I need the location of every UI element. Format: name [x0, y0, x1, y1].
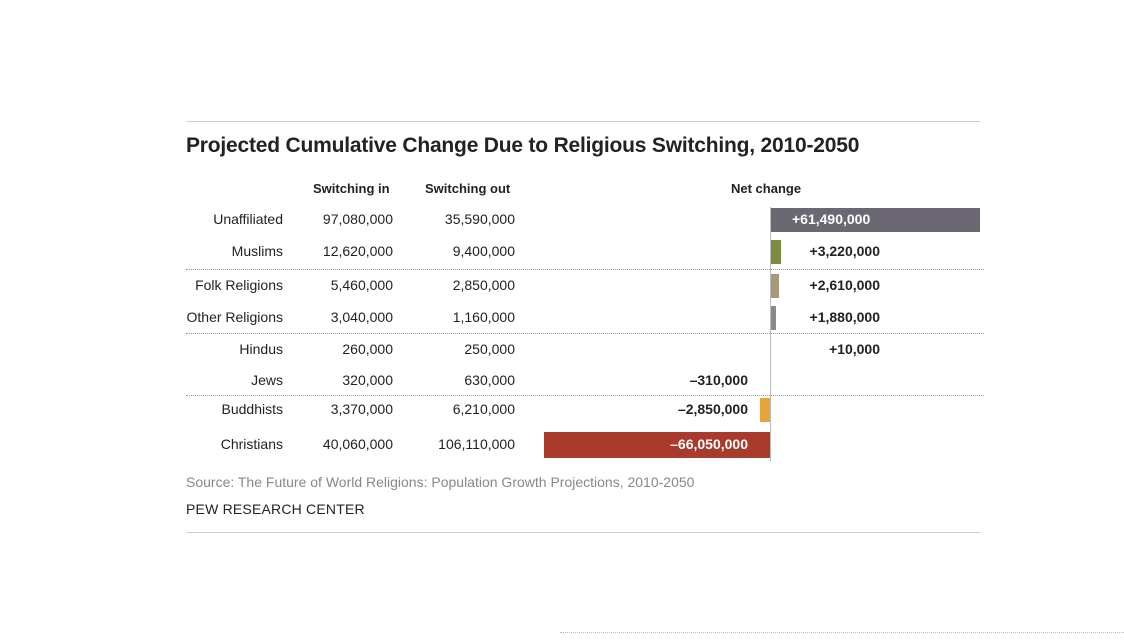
row-label: Jews	[251, 372, 283, 388]
switching-out-value: 9,400,000	[452, 243, 515, 259]
bottom-rule	[186, 532, 980, 533]
net-change-label: +1,880,000	[809, 309, 880, 325]
row-label: Hindus	[239, 341, 283, 357]
switching-in-value: 12,620,000	[322, 243, 393, 259]
group-separator	[186, 333, 984, 334]
net-change-label: –66,050,000	[670, 436, 748, 452]
switching-out-value: 1,160,000	[452, 309, 515, 325]
net-change-label: –310,000	[689, 372, 748, 388]
switching-out-value: 6,210,000	[452, 401, 515, 417]
net-change-label: +10,000	[829, 341, 880, 357]
top-rule	[186, 121, 980, 122]
switching-in-value: 320,000	[342, 372, 393, 388]
chart-title: Projected Cumulative Change Due to Relig…	[186, 134, 860, 157]
switching-in-value: 5,460,000	[330, 277, 393, 293]
switching-out-value: 35,590,000	[444, 211, 515, 227]
switching-in-value: 3,370,000	[330, 401, 393, 417]
net-change-bar	[770, 240, 782, 264]
header-switching-in: Switching in	[313, 181, 390, 196]
switching-in-value: 97,080,000	[322, 211, 393, 227]
switching-in-value: 40,060,000	[322, 436, 393, 452]
switching-out-value: 2,850,000	[452, 277, 515, 293]
bottom-peek-separator	[560, 632, 1124, 633]
net-change-bar	[770, 306, 777, 330]
zero-axis	[770, 207, 771, 461]
switching-out-value: 106,110,000	[438, 436, 515, 452]
group-separator	[186, 395, 984, 396]
row-label: Folk Religions	[195, 277, 283, 293]
net-change-label: +2,610,000	[809, 277, 880, 293]
net-change-bar	[770, 208, 981, 232]
header-switching-out: Switching out	[425, 181, 511, 196]
net-change-bar	[770, 274, 779, 298]
net-change-label: +61,490,000	[792, 211, 871, 227]
row-label: Other Religions	[186, 309, 284, 325]
switching-in-value: 260,000	[342, 341, 393, 357]
group-separator	[186, 269, 984, 270]
row-label: Buddhists	[221, 401, 283, 417]
row-label: Muslims	[231, 243, 283, 259]
net-change-label: –2,850,000	[677, 401, 748, 417]
header-net-change: Net change	[731, 181, 802, 196]
switching-in-value: 3,040,000	[330, 309, 393, 325]
net-change-bar	[544, 432, 770, 458]
net-change-label: +3,220,000	[809, 243, 880, 259]
source-note: Source: The Future of World Religions: P…	[186, 474, 695, 490]
row-label: Unaffiliated	[213, 211, 283, 227]
net-change-bar	[760, 398, 770, 422]
switching-out-value: 250,000	[464, 341, 515, 357]
switching-out-value: 630,000	[464, 372, 515, 388]
row-label: Christians	[220, 436, 283, 452]
org-credit: PEW RESEARCH CENTER	[186, 501, 365, 517]
